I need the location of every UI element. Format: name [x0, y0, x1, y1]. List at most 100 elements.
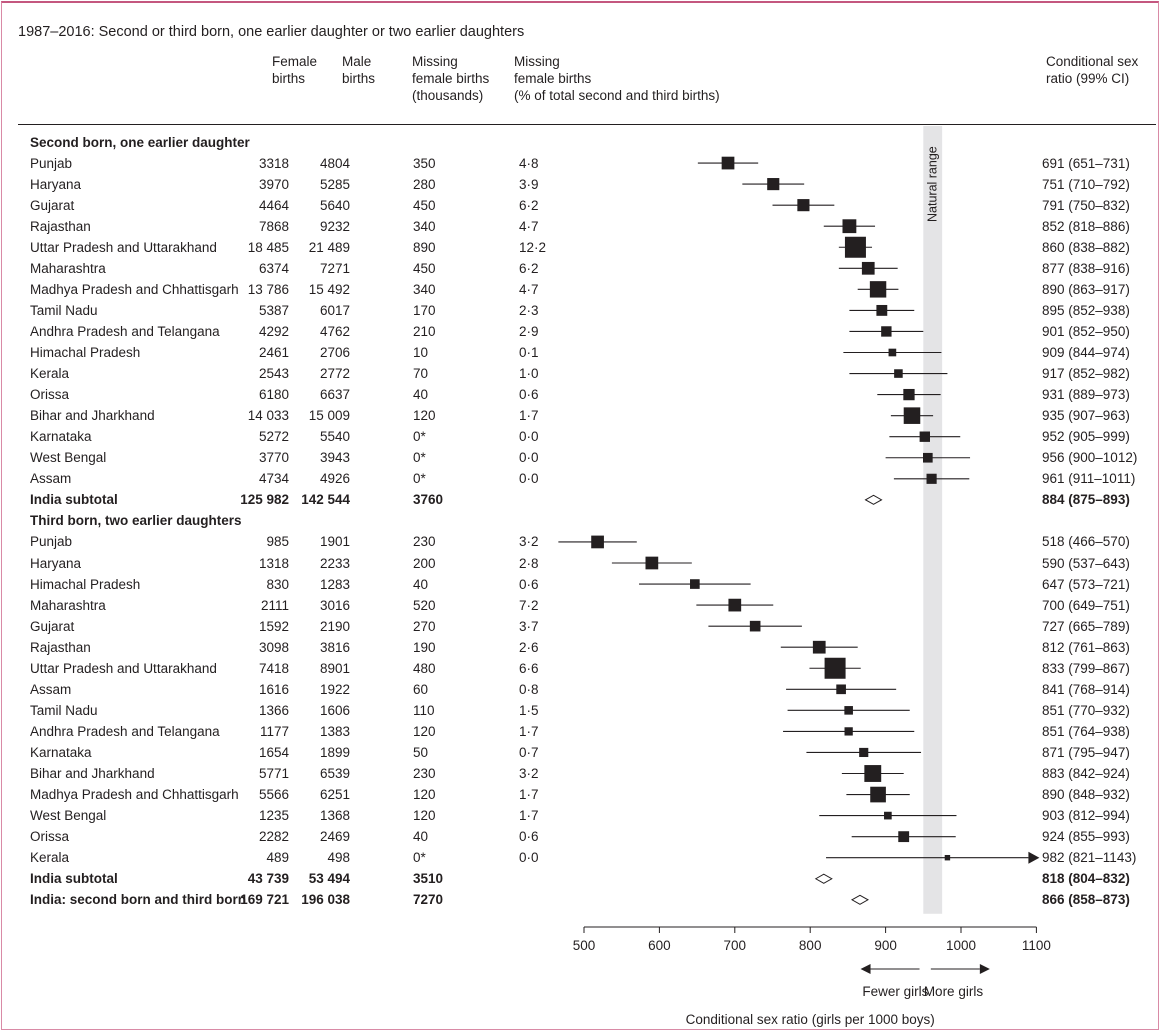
csr-value: 812 (761–863) [1042, 639, 1130, 655]
female-births-value: 169 721 [240, 892, 289, 908]
row-label: Assam [30, 471, 72, 487]
subtotal-diamond [850, 894, 869, 905]
csr-value: 751 (710–792) [1042, 176, 1130, 192]
missing-percent-value: 3·9 [519, 176, 539, 192]
csr-value: 871 (795–947) [1042, 744, 1130, 760]
male-births-value: 142 544 [301, 492, 350, 508]
missing-percent-value: 1·7 [519, 723, 539, 739]
missing-percent-value: 0·0 [519, 471, 539, 487]
estimate-square [728, 598, 742, 612]
table-row: Madhya Pradesh and Chhattisgarh 13 786 15 … [0, 279, 1162, 300]
missing-percent-value: 3·2 [519, 534, 539, 550]
estimate-square [888, 348, 897, 357]
csr-value: 727 (665–789) [1042, 618, 1130, 634]
estimate-square [869, 281, 887, 298]
table-row: Rajasthan 3098 3816 190 2·6 812 (761–863) [0, 637, 1162, 658]
male-births-value: 498 [327, 850, 350, 866]
missing-births-value: 120 [413, 408, 436, 424]
estimate-square [844, 706, 853, 715]
header-conditional-sex-ratio: Conditional sex ratio (99% CI) [1046, 54, 1139, 86]
male-births-value: 21 489 [308, 239, 350, 255]
missing-percent-value: 4·7 [519, 218, 539, 234]
missing-births-value: 340 [413, 281, 436, 297]
header-missing-percent: Missing female births (% of total second… [514, 54, 720, 103]
section-title: Second born, one earlier daughter [30, 134, 250, 150]
male-births-value: 6017 [319, 302, 350, 318]
missing-percent-value: 0·6 [519, 387, 539, 403]
csr-value: 852 (818–886) [1042, 218, 1130, 234]
csr-value: 909 (844–974) [1042, 345, 1130, 360]
female-births-value: 1235 [258, 808, 289, 824]
row-label: Orissa [30, 387, 70, 403]
estimate-square [824, 657, 846, 679]
missing-percent-value: 3·2 [519, 766, 539, 781]
row-label: Haryana [30, 555, 82, 571]
male-births-value: 2469 [319, 829, 350, 845]
male-births-value: 4762 [319, 323, 350, 339]
missing-births-value: 10 [413, 345, 429, 360]
female-births-value: 3318 [258, 155, 289, 171]
missing-births-value: 350 [413, 155, 436, 171]
row-label: Maharashtra [30, 597, 106, 613]
estimate-square [919, 431, 930, 442]
ci-overflow-arrow [1028, 851, 1040, 864]
table-row: Tamil Nadu 1366 1606 110 1·5 851 (770–932) [0, 700, 1162, 721]
csr-value: 860 (838–882) [1042, 239, 1130, 255]
csr-value: 924 (855–993) [1042, 829, 1130, 845]
row-label: Gujarat [30, 618, 75, 634]
missing-births-value: 120 [413, 808, 436, 824]
missing-births-value: 480 [413, 660, 436, 676]
missing-births-value: 0* [413, 450, 426, 466]
subtotal-diamond [864, 494, 883, 505]
female-births-value: 5771 [258, 766, 289, 781]
female-births-value: 7868 [258, 218, 289, 234]
row-label: Haryana [30, 176, 82, 192]
header-female-births: Female births [272, 54, 318, 86]
table-row: Kerala 489 498 0* 0·0 982 (821–1143) [0, 847, 1162, 868]
estimate-square [861, 261, 875, 275]
female-births-value: 1592 [258, 618, 289, 634]
row-label: Andhra Pradesh and Telangana [30, 723, 220, 739]
x-tick-label: 1000 [946, 938, 976, 953]
male-births-value: 4926 [319, 471, 350, 487]
table-row: Maharashtra 6374 7271 450 6·2 877 (838–916) [0, 258, 1162, 279]
female-births-value: 5387 [258, 302, 289, 318]
row-label: Karnataka [30, 429, 92, 445]
table-row: Uttar Pradesh and Uttarakhand 7418 8901 480… [0, 658, 1162, 679]
row-label: India subtotal [30, 492, 118, 508]
missing-percent-value: 1·7 [519, 787, 539, 803]
female-births-value: 5272 [258, 429, 289, 445]
row-label: Madhya Pradesh and Chhattisgarh [30, 787, 239, 803]
csr-value: 851 (770–932) [1042, 702, 1130, 718]
row-label: Bihar and Jharkhand [30, 766, 155, 781]
table-row: Assam 1616 1922 60 0·8 841 (768–914) [0, 679, 1162, 700]
table-row: Orissa 6180 6637 40 0·6 931 (889–973) [0, 384, 1162, 405]
female-births-value: 2111 [260, 597, 289, 613]
table-row: Tamil Nadu 5387 6017 170 2·3 895 (852–938) [0, 300, 1162, 321]
csr-value: 647 (573–721) [1042, 576, 1130, 592]
missing-births-value: 60 [413, 681, 429, 697]
header-male-births: Male births [342, 54, 376, 86]
male-births-value: 1283 [319, 576, 350, 592]
female-births-value: 985 [266, 534, 289, 550]
missing-births-value: 450 [413, 260, 436, 276]
row-label: Punjab [30, 534, 73, 550]
row-label: Himachal Pradesh [30, 345, 141, 360]
missing-percent-value: 2·3 [519, 302, 539, 318]
estimate-square [922, 452, 933, 463]
missing-percent-value: 6·2 [519, 260, 539, 276]
missing-percent-value: 0·8 [519, 681, 539, 697]
estimate-square [870, 786, 886, 803]
male-births-value: 15 492 [308, 281, 350, 297]
table-row: Andhra Pradesh and Telangana 1177 1383 120 1… [0, 721, 1162, 742]
estimate-square [926, 473, 937, 484]
missing-births-value: 40 [413, 576, 429, 592]
estimate-square [859, 747, 869, 758]
subtotal-row: India: second born and third born 169 721… [0, 889, 1162, 910]
missing-percent-value: 7·2 [519, 597, 539, 613]
table-row: Haryana 3970 5285 280 3·9 751 (710–792) [0, 174, 1162, 195]
row-label: Karnataka [30, 744, 92, 760]
row-label: Punjab [30, 155, 73, 171]
female-births-value: 3770 [258, 450, 289, 466]
